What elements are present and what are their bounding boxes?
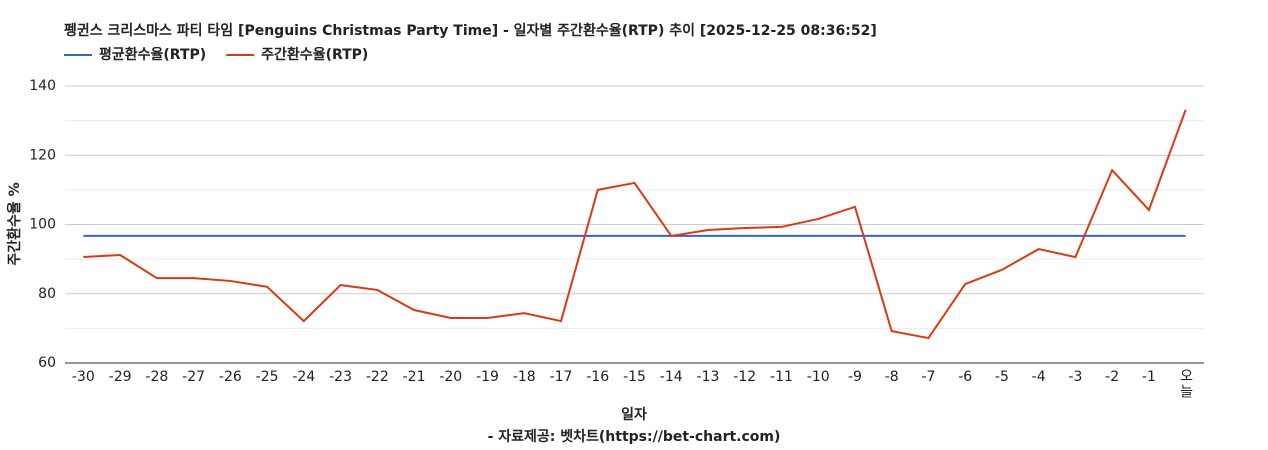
x-tick-label: -15	[623, 369, 646, 385]
x-tick-label: -26	[219, 369, 242, 385]
x-tick-label: -4	[1032, 369, 1046, 385]
x-axis-label: 일자	[621, 407, 647, 423]
x-tick-label: -30	[72, 369, 95, 385]
source-note: - 자료제공: 벳차트(https://bet-chart.com)	[488, 428, 781, 445]
x-tick-label: -1	[1142, 369, 1156, 385]
x-tick-label: -17	[550, 369, 573, 385]
x-tick-label: -10	[807, 369, 830, 385]
x-tick-label: -3	[1068, 369, 1082, 385]
x-tick-label: -21	[403, 369, 426, 385]
x-tick-label: -16	[586, 369, 609, 385]
x-tick-label: -12	[733, 369, 756, 385]
y-axis-label: 주간환수율 %	[6, 182, 23, 265]
y-tick-label: 140	[29, 78, 56, 94]
x-tick-label: -23	[329, 369, 352, 385]
x-tick-label: 오늘	[1178, 368, 1194, 400]
x-tick-label: -7	[921, 369, 935, 385]
y-tick-label: 100	[29, 217, 56, 233]
x-tick-label: -9	[848, 369, 862, 385]
x-tick-label: -8	[885, 369, 899, 385]
x-tick-label: -28	[145, 369, 168, 385]
x-tick-label: -24	[292, 369, 315, 385]
y-tick-label: 120	[29, 147, 56, 163]
x-tick-label: -2	[1105, 369, 1119, 385]
x-tick-label: -19	[476, 369, 499, 385]
legend-label: 주간환수율(RTP)	[261, 46, 368, 63]
x-tick-label: -14	[660, 369, 683, 385]
x-tick-label: -18	[513, 369, 536, 385]
x-tick-label: -20	[439, 369, 462, 385]
x-tick-label: -27	[182, 369, 205, 385]
x-tick-label: -11	[770, 369, 793, 385]
x-tick-label: -5	[995, 369, 1009, 385]
x-tick-label: -6	[958, 369, 972, 385]
x-tick-label: -13	[697, 369, 720, 385]
y-tick-label: 80	[38, 286, 56, 302]
series-line	[83, 109, 1187, 340]
x-tick-label: -29	[109, 369, 132, 385]
chart-title: 펭귄스 크리스마스 파티 타임 [Penguins Christmas Part…	[64, 22, 877, 39]
legend-label: 평균환수율(RTP)	[99, 46, 206, 63]
y-tick-label: 60	[38, 355, 56, 371]
x-tick-label: -25	[256, 369, 279, 385]
x-tick-label: -22	[366, 369, 389, 385]
